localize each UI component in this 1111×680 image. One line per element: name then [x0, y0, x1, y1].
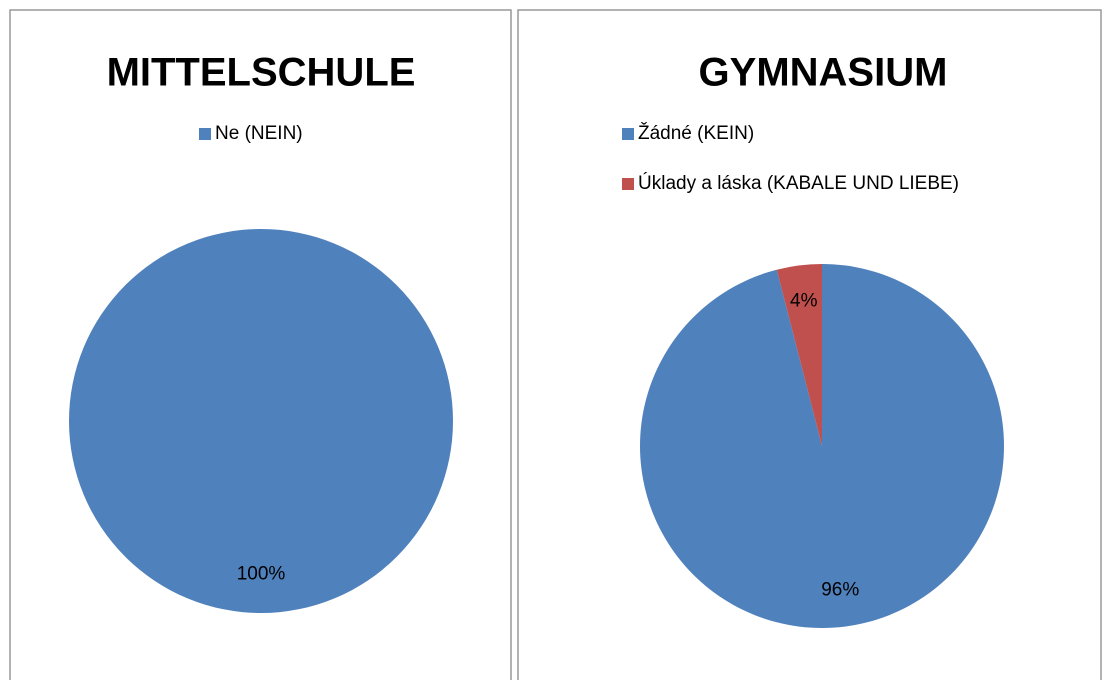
legend-swatch: [622, 178, 634, 190]
panel-border: [9, 9, 512, 680]
legend-label: Žádné (KEIN): [638, 122, 754, 144]
data-label: 96%: [821, 579, 859, 600]
legend-label: Ne (NEIN): [215, 123, 303, 144]
panel-border: [517, 9, 1102, 680]
pie-slice: [776, 264, 822, 446]
legend-swatch: [199, 128, 211, 140]
pie-slice: [69, 229, 453, 613]
data-label: 100%: [237, 564, 286, 585]
legend-label: Úklady a láska (KABALE UND LIEBE): [638, 172, 959, 194]
chart-title: MITTELSCHULE: [107, 51, 416, 95]
data-label: 4%: [790, 291, 818, 312]
chart-title: GYMNASIUM: [699, 51, 948, 95]
legend-swatch: [622, 128, 634, 140]
